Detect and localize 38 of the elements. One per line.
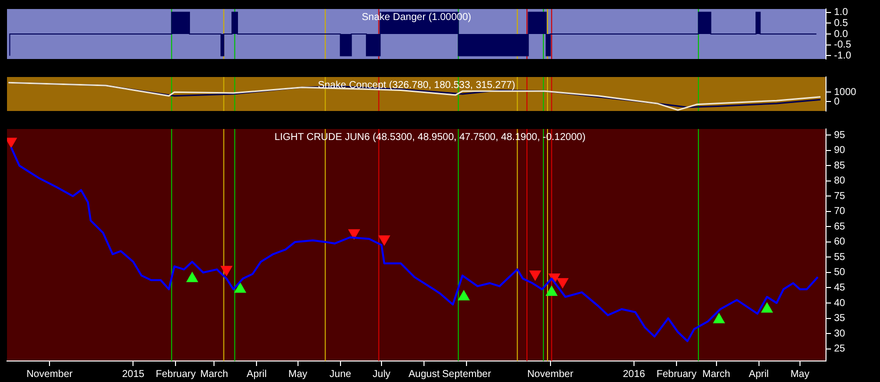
y-tick-label: -0.5	[834, 40, 852, 51]
x-tick-label: November	[26, 368, 74, 380]
y-tick-label: 60	[834, 236, 846, 248]
y-tick-label: 0.5	[834, 18, 848, 29]
y-tick-label: -1.0	[834, 50, 852, 62]
y-tick-label: 50	[834, 267, 846, 278]
x-tick-label: November	[527, 368, 574, 380]
y-tick-label: 75	[834, 190, 846, 202]
x-tick-label: April	[748, 368, 769, 380]
y-tick-label: 90	[834, 145, 846, 156]
x-tick-label: 2016	[622, 368, 646, 380]
y-tick-label: 55	[834, 252, 846, 263]
x-tick-label: August	[408, 368, 440, 380]
x-tick-label: May	[790, 368, 810, 380]
x-tick-label: 2015	[122, 368, 145, 380]
x-tick-label: February	[656, 368, 696, 380]
x-tick-label: March	[702, 368, 730, 380]
x-tick-label: April	[246, 368, 267, 380]
y-tick-label: 1000	[834, 86, 857, 98]
x-tick-label: May	[288, 368, 308, 380]
y-tick-label: 45	[834, 282, 846, 294]
y-tick-label: 0	[834, 96, 840, 108]
y-tick-label: 70	[834, 206, 846, 218]
y-tick-label: 40	[834, 298, 846, 309]
x-tick-label: March	[200, 368, 228, 380]
x-tick-label: June	[330, 368, 352, 380]
x-tick-label: September	[442, 368, 492, 380]
y-tick-label: 95	[834, 130, 846, 141]
y-tick-label: 65	[834, 221, 846, 232]
x-tick-label: July	[372, 368, 390, 380]
y-tick-label: 30	[834, 328, 846, 340]
y-tick-label: 0.0	[834, 28, 848, 40]
y-tick-label: 85	[834, 160, 846, 172]
y-tick-label: 25	[834, 344, 846, 355]
x-tick-label: February	[156, 368, 196, 380]
y-tick-label: 35	[834, 313, 846, 324]
y-tick-label: 1.0	[834, 7, 848, 18]
y-tick-label: 80	[834, 176, 846, 187]
